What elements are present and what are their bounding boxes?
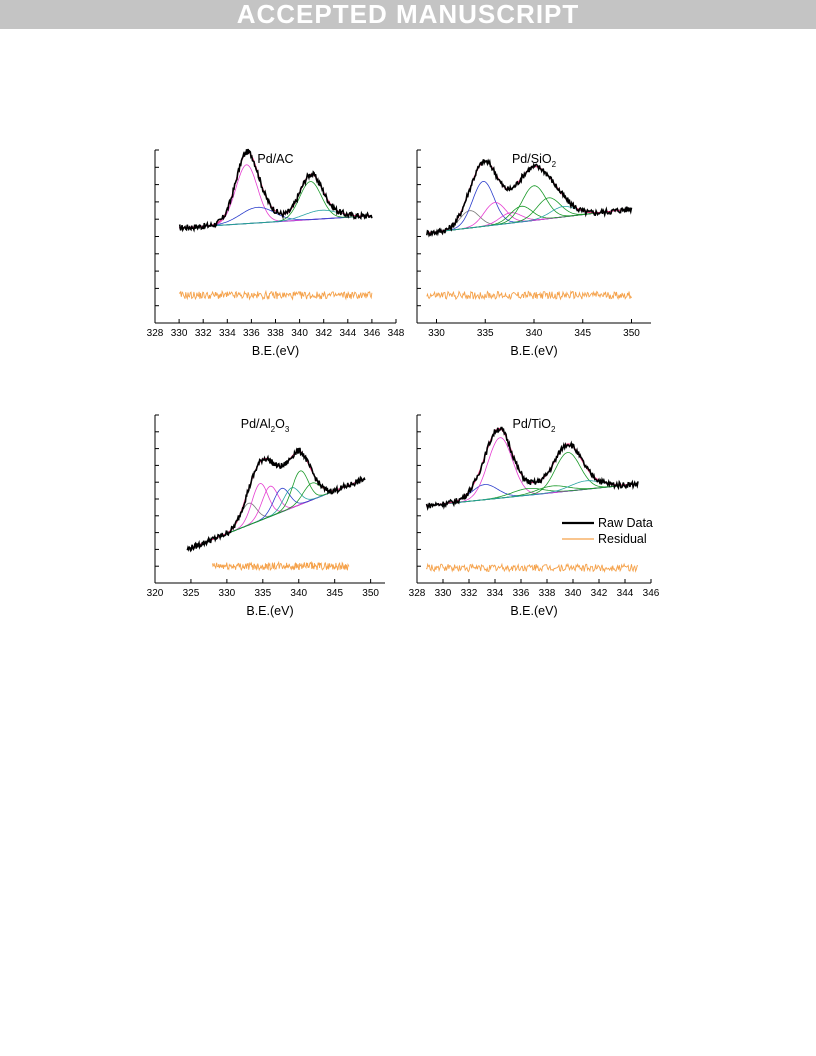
x-axis-label: B.E.(eV) [246, 604, 293, 618]
x-axis-label: B.E.(eV) [510, 344, 557, 358]
x-tick-label: 336 [513, 588, 530, 599]
x-tick-label: 342 [315, 328, 332, 339]
legend: Raw Data Residual [562, 516, 653, 546]
x-tick-label: 332 [195, 328, 212, 339]
x-tick-label: 330 [219, 588, 236, 599]
x-tick-label: 328 [147, 328, 164, 339]
x-tick-label: 342 [591, 588, 608, 599]
x-tick-label: 320 [147, 588, 164, 599]
x-tick-label: 350 [362, 588, 379, 599]
x-tick-label: 338 [539, 588, 556, 599]
legend-residual-label: Residual [598, 532, 647, 546]
fit-component-1 [179, 164, 372, 229]
x-tick-label: 330 [428, 328, 445, 339]
fit-component-5 [426, 452, 639, 507]
panel-title: Pd/SiO2 [512, 152, 557, 169]
x-axis-label: B.E.(eV) [252, 344, 299, 358]
x-tick-label: 340 [526, 328, 543, 339]
x-tick-label: 350 [623, 328, 640, 339]
x-tick-label: 345 [326, 588, 343, 599]
x-tick-label: 325 [183, 588, 200, 599]
x-tick-label: 340 [290, 588, 307, 599]
xps-panel-3: 320 325 330 335 340 345 350 B.E.(eV) Pd/Al2O3 [147, 414, 385, 618]
xps-panel-2: 330 335 340 345 350 B.E.(eV) Pd/SiO2 [416, 149, 651, 358]
x-tick-label: 338 [267, 328, 284, 339]
x-tick-label: 330 [171, 328, 188, 339]
fit-component-3 [179, 181, 372, 229]
raw-data-line [186, 447, 366, 553]
x-tick-label: 340 [565, 588, 582, 599]
legend-raw-label: Raw Data [598, 516, 653, 530]
x-tick-label: 344 [339, 328, 356, 339]
raw-data-line [178, 148, 373, 233]
xps-panel-1: 328 330 332 334 336 338 340 342 344 346 348 B.E.(eV… [147, 148, 405, 358]
xps-panel-4: 328 330 332 334 336 338 340 342 344 346 B.E.(eV) Pd… [409, 414, 660, 618]
x-tick-label: 340 [291, 328, 308, 339]
x-tick-label: 334 [487, 588, 504, 599]
panel-title: Pd/TiO2 [513, 417, 556, 434]
x-tick-label: 346 [643, 588, 660, 599]
raw-data-line [426, 158, 633, 238]
residual-line [426, 290, 632, 301]
x-tick-label: 335 [477, 328, 494, 339]
raw-data-line [425, 426, 639, 511]
panel-title: Pd/Al2O3 [241, 417, 290, 434]
x-tick-label: 344 [617, 588, 634, 599]
accepted-manuscript-banner: ACCEPTED MANUSCRIPT [0, 0, 816, 29]
x-axis-label: B.E.(eV) [510, 604, 557, 618]
x-tick-label: 346 [364, 328, 381, 339]
x-tick-label: 330 [435, 588, 452, 599]
x-tick-label: 335 [254, 588, 271, 599]
x-tick-label: 336 [243, 328, 260, 339]
panel-title: Pd/AC [257, 152, 293, 166]
x-tick-label: 348 [388, 328, 405, 339]
x-tick-label: 334 [219, 328, 236, 339]
fit-component-2 [426, 437, 639, 507]
x-tick-label: 328 [409, 588, 426, 599]
x-tick-label: 332 [461, 588, 478, 599]
residual-line [178, 289, 373, 301]
x-tick-label: 345 [574, 328, 591, 339]
residual-line [212, 560, 350, 572]
residual-line [426, 562, 638, 574]
